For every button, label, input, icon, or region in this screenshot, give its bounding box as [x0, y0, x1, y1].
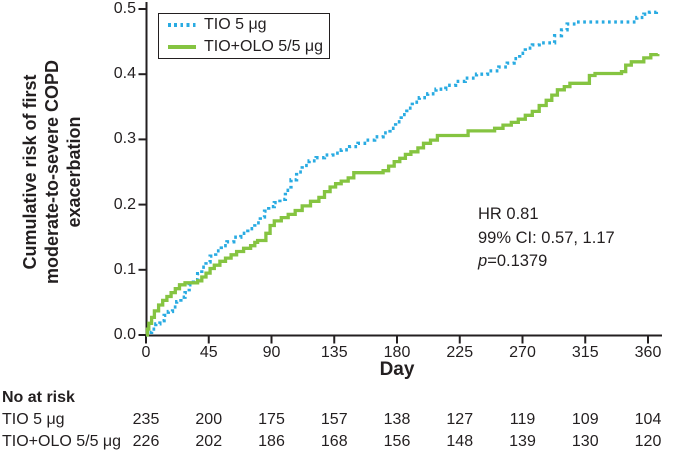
y-tick-label: 0.3 [113, 130, 136, 148]
at-risk-count: 104 [634, 411, 662, 428]
y-tick-label: 0.4 [113, 65, 136, 83]
at-risk-count: 109 [571, 411, 599, 428]
tio-dotted-line-sample [168, 23, 196, 27]
x-tick-label: 180 [383, 344, 411, 361]
at-risk-count: 186 [258, 433, 285, 450]
at-risk-count: 130 [571, 433, 599, 450]
at-risk-count: 168 [320, 433, 348, 450]
at-risk-count: 127 [446, 411, 474, 428]
km-plot [138, 2, 662, 344]
x-tick-label: 270 [509, 344, 536, 361]
at-risk-count: 226 [132, 433, 160, 450]
tio-curve [146, 10, 659, 337]
legend-label-tio-olo: TIO+OLO 5/5 μg [204, 38, 324, 55]
confidence-interval-text: 99% CI: 0.57, 1.17 [478, 228, 615, 247]
at-risk-count: 202 [195, 433, 223, 450]
p-symbol: p [478, 252, 488, 270]
tio-olo-curve [145, 52, 660, 337]
legend-label-tio: TIO 5 μg [204, 16, 267, 33]
y-tick-label: 0.2 [113, 195, 136, 213]
at-risk-title: No at risk [2, 389, 75, 406]
tio-olo-solid-line-sample [168, 45, 196, 49]
stats-annotation: HR 0.81 99% CI: 0.57, 1.17 p=0.1379 [478, 203, 615, 274]
x-tick-label: 0 [141, 344, 151, 361]
p-value: =0.1379 [487, 252, 548, 270]
x-tick-label: 225 [446, 344, 474, 361]
y-tick-label: 0.1 [113, 260, 136, 278]
at-risk-count: 235 [132, 411, 160, 428]
at-risk-row-label-tio-olo: TIO+OLO 5/5 μg [2, 433, 122, 450]
y-tick-label: 0.5 [113, 0, 136, 17]
at-risk-count: 156 [383, 433, 411, 450]
at-risk-count: 148 [446, 433, 474, 450]
x-tick-label: 315 [571, 344, 599, 361]
at-risk-count: 119 [509, 411, 536, 428]
x-axis-title: Day [379, 359, 415, 380]
legend: TIO 5 μg TIO+OLO 5/5 μg [158, 13, 330, 59]
at-risk-count: 175 [258, 411, 285, 428]
y-tick-label: 0.0 [113, 326, 136, 343]
p-value-text: p=0.1379 [478, 250, 615, 274]
at-risk-count: 120 [634, 433, 662, 450]
x-tick-label: 45 [199, 344, 218, 361]
legend-item-tio-olo: TIO+OLO 5/5 μg [168, 38, 329, 57]
at-risk-count: 200 [195, 411, 223, 428]
x-tick-label: 360 [634, 344, 662, 361]
at-risk-count: 157 [320, 411, 348, 428]
x-tick-label: 90 [262, 344, 281, 361]
at-risk-count: 138 [383, 411, 411, 428]
at-risk-row-label-tio: TIO 5 μg [2, 411, 65, 428]
hazard-ratio-text: HR 0.81 [478, 205, 539, 223]
legend-item-tio: TIO 5 μg [168, 16, 329, 35]
x-tick-label: 135 [320, 344, 348, 361]
at-risk-count: 139 [509, 433, 536, 450]
